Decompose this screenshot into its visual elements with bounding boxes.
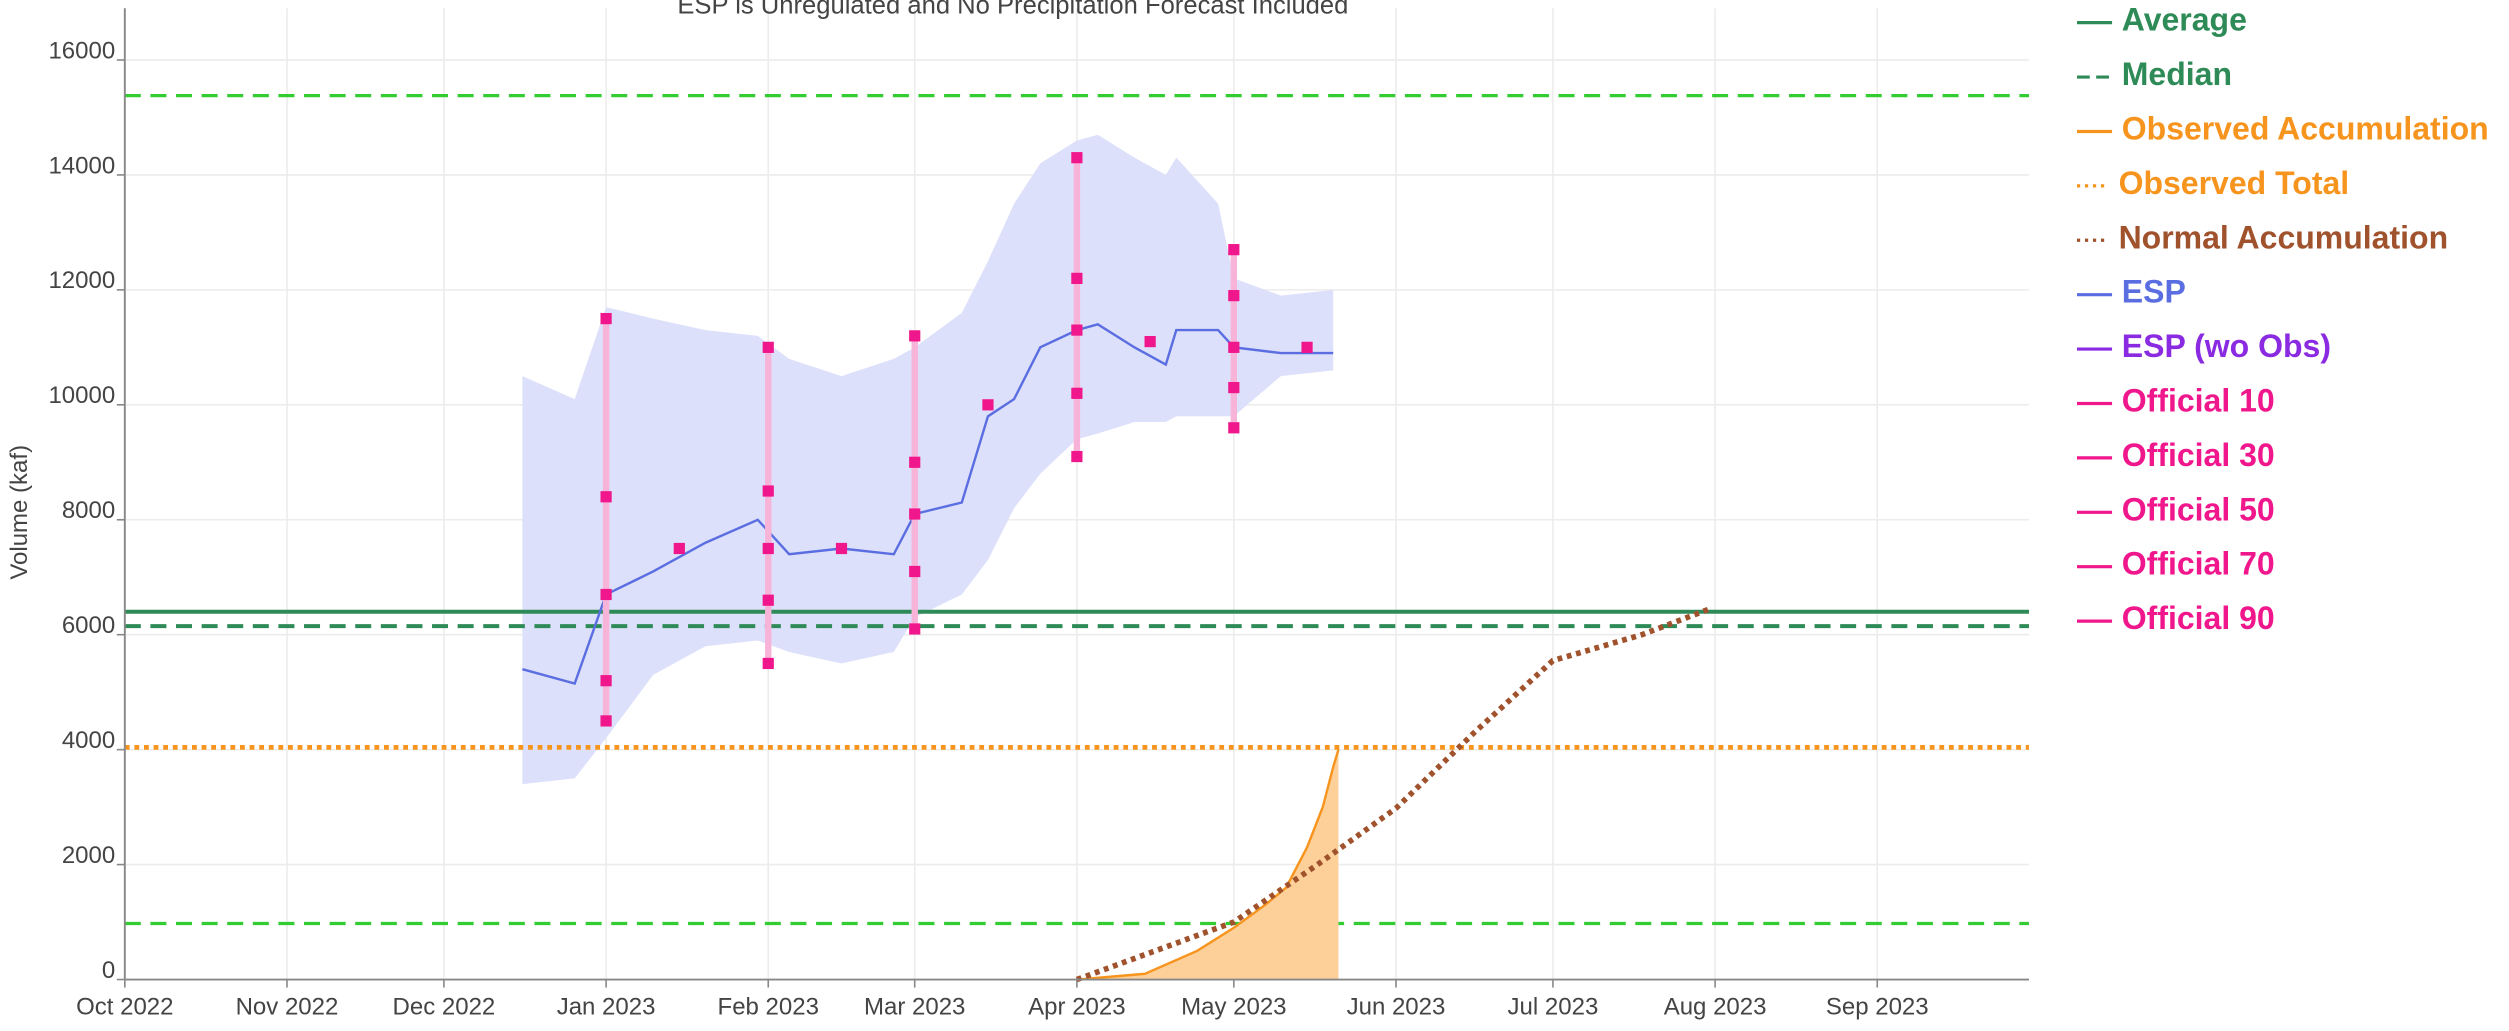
x-tick-label: Aug 2023: [1664, 994, 1767, 1021]
legend-symbol: [2076, 347, 2113, 351]
official-marker: [1071, 152, 1083, 164]
plot-area: Oct 2022 Nov 2022 Dec 2022 Jan 2023 Feb 2023…: [48, 8, 2029, 1021]
legend-symbol: [2076, 20, 2113, 24]
legend-label: Average: [2121, 3, 2247, 39]
legend-item: Observed Accumulation: [2076, 103, 2490, 157]
legend-label: Official 30: [2121, 438, 2275, 474]
legend-symbol: [2076, 238, 2109, 242]
legend-label: Normal Accumulation: [2118, 221, 2449, 257]
x-tick-label: Jan 2023: [557, 994, 656, 1021]
x-tick-label: Dec 2022: [393, 994, 496, 1021]
legend-label: Official 50: [2121, 493, 2275, 529]
area-line: [1076, 749, 1340, 981]
x-tick-label: Jul 2023: [1508, 994, 1599, 1021]
official-marker: [600, 715, 612, 727]
legend-item: Average: [2076, 0, 2490, 48]
line: [522, 323, 1334, 686]
x-tick-label: Mar 2023: [864, 994, 965, 1021]
official-marker: [600, 491, 612, 503]
x-tick-label: Nov 2022: [236, 994, 339, 1021]
area-fill: [1076, 749, 1339, 980]
legend: Average Median Observed Accumulation Observ…: [2076, 0, 2490, 647]
official-marker: [909, 623, 921, 635]
x-tick-label: May 2023: [1181, 994, 1286, 1021]
y-tick-label: 4000: [62, 727, 115, 754]
legend-box: Average Median Observed Accumulation Observ…: [2076, 0, 2490, 647]
legend-item: ESP (wo Obs): [2076, 320, 2490, 374]
official-marker: [1228, 381, 1240, 394]
legend-item: ESP: [2076, 266, 2490, 320]
line: [1075, 606, 1711, 983]
x-tick-label: Apr 2023: [1028, 994, 1125, 1021]
official-marker: [762, 542, 774, 555]
legend-label: Official 70: [2121, 547, 2275, 583]
official-marker: [982, 399, 994, 411]
legend-symbol: [2076, 129, 2113, 133]
legend-symbol: [2076, 619, 2113, 623]
x-tick-label: Jun 2023: [1347, 994, 1446, 1021]
legend-symbol: [2076, 75, 2113, 79]
legend-label: Observed Accumulation: [2121, 112, 2489, 148]
official-marker: [1071, 450, 1083, 463]
official-marker: [673, 542, 685, 555]
chart-title: ESP is Unregulated and No Precipitation …: [677, 0, 1348, 19]
legend-item: Normal Accumulation: [2076, 211, 2490, 265]
official-marker: [762, 485, 774, 497]
official-marker: [600, 588, 612, 601]
y-tick-label: 0: [102, 957, 115, 984]
legend-item: Official 10: [2076, 375, 2490, 429]
official-marker: [1071, 272, 1083, 284]
legend-label: Official 90: [2121, 601, 2275, 638]
official-marker: [909, 565, 921, 578]
legend-symbol: [2076, 455, 2113, 460]
official-marker: [1228, 290, 1240, 302]
official-marker: [600, 313, 612, 325]
y-tick-label: 8000: [62, 497, 115, 524]
official-marker: [909, 508, 921, 520]
official-marker: [1228, 422, 1240, 434]
legend-item: Official 30: [2076, 429, 2490, 483]
legend-item: Official 90: [2076, 592, 2490, 646]
y-tick-label: 2000: [62, 842, 115, 869]
official-marker: [1071, 324, 1083, 336]
official-marker: [762, 341, 774, 353]
x-tick-label: Sep 2023: [1826, 994, 1929, 1021]
official-marker: [762, 594, 774, 606]
y-tick-label: 16000: [48, 37, 115, 64]
esp-band: [522, 134, 1334, 785]
legend-item: Official 70: [2076, 538, 2490, 592]
x-tick-label: Oct 2022: [76, 994, 173, 1021]
official-marker: [1144, 335, 1156, 348]
legend-label: ESP: [2121, 275, 2186, 311]
x-tick-label: Feb 2023: [718, 994, 819, 1021]
official-marker: [909, 330, 921, 342]
legend-label: Observed Total: [2118, 166, 2350, 202]
legend-item: Median: [2076, 48, 2490, 102]
official-marker: [1071, 387, 1083, 399]
legend-symbol: [2076, 183, 2109, 188]
legend-symbol: [2076, 510, 2113, 514]
official-marker: [909, 456, 921, 468]
y-tick-label: 12000: [48, 267, 115, 294]
official-marker: [1301, 341, 1313, 353]
y-tick-label: 10000: [48, 382, 115, 409]
legend-label: Official 10: [2121, 384, 2275, 420]
legend-symbol: [2076, 292, 2113, 296]
legend-item: Official 50: [2076, 483, 2490, 537]
legend-symbol: [2076, 401, 2113, 405]
legend-label: Median: [2121, 57, 2233, 94]
y-tick-label: 14000: [48, 152, 115, 179]
legend-label: ESP (wo Obs): [2121, 329, 2332, 366]
official-marker: [600, 675, 612, 687]
legend-item: Observed Total: [2076, 157, 2490, 211]
y-tick-label: 6000: [62, 612, 115, 639]
y-axis-label: Volume (kaf): [6, 445, 33, 580]
official-marker: [1228, 244, 1240, 256]
official-marker: [835, 542, 848, 555]
legend-symbol: [2076, 564, 2113, 568]
official-marker: [1228, 341, 1240, 353]
official-marker: [762, 657, 774, 670]
